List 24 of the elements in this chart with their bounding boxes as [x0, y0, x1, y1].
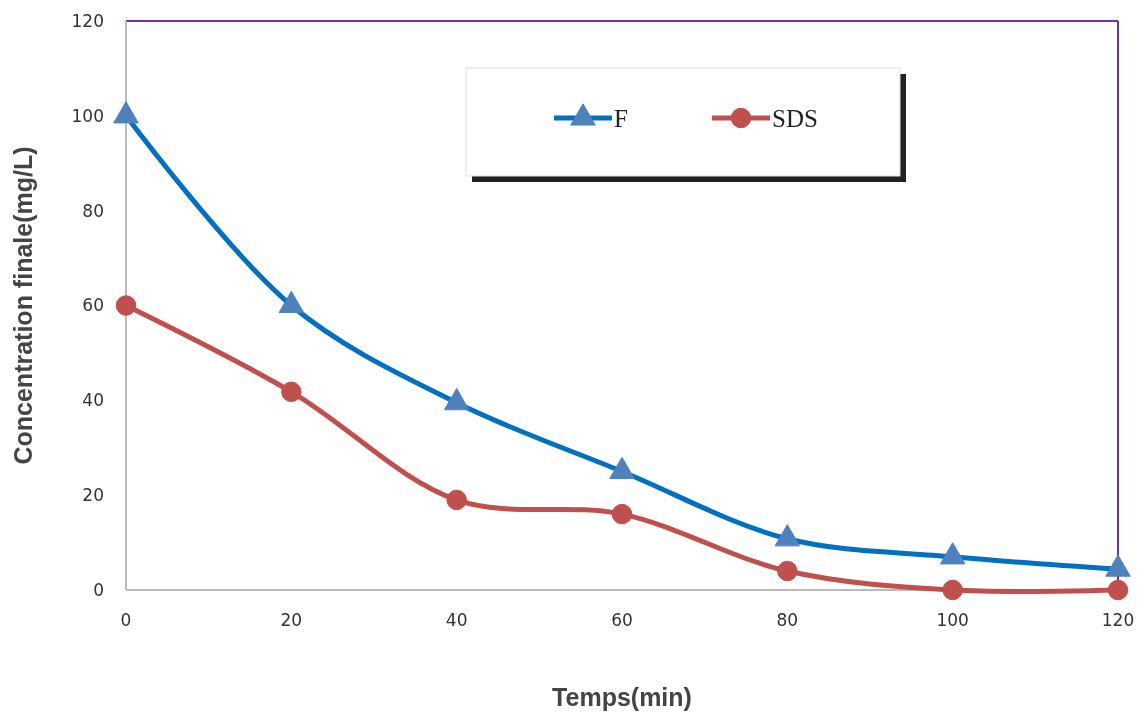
- x-tick-label: 40: [445, 610, 468, 630]
- y-tick-label: 40: [82, 390, 104, 411]
- point: [777, 560, 798, 582]
- y-tick-label: 20: [82, 485, 104, 506]
- x-tick-label: 80: [776, 610, 799, 630]
- x-tick-label: 20: [280, 610, 303, 630]
- y-tick-label: 120: [71, 10, 104, 31]
- y-tick-label: 80: [82, 200, 104, 221]
- x-tick-label: 60: [611, 610, 633, 630]
- point: [446, 489, 467, 511]
- legend-label: F: [614, 104, 628, 132]
- y-tick-label: 100: [71, 105, 104, 126]
- x-axis-title: Temps(min): [552, 683, 692, 711]
- x-tick-label: 0: [120, 610, 132, 630]
- y-tick-label: 0: [93, 579, 104, 600]
- legend-label: SDS: [772, 104, 818, 132]
- point: [611, 503, 633, 525]
- point: [281, 381, 302, 403]
- x-tick-label: 100: [936, 610, 969, 630]
- point: [942, 579, 963, 601]
- y-tick-label: 60: [82, 295, 104, 316]
- y-axis-title: Concentration finale(mg/L): [9, 146, 37, 465]
- point: [1107, 579, 1129, 601]
- x-tick-label: 120: [1101, 610, 1135, 630]
